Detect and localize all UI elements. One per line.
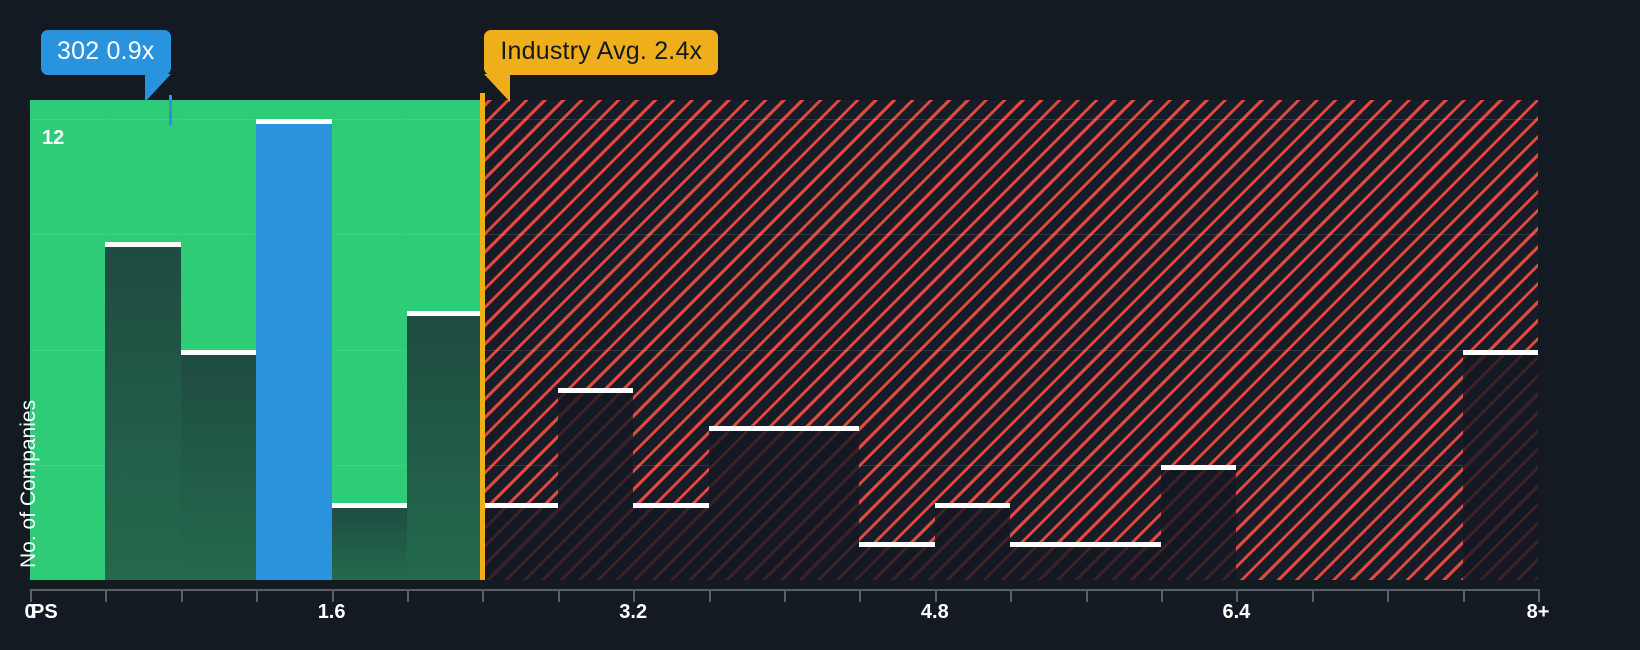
bar-top-cap [633, 503, 709, 509]
bar-body [708, 426, 784, 580]
bar-top-cap [482, 503, 558, 509]
x-axis-tick-label: 4.8 [920, 601, 949, 623]
x-axis-tick-label: 8+ [1526, 601, 1550, 623]
bar-body [180, 349, 257, 580]
bar-body [1010, 541, 1086, 580]
bin-separator [179, 100, 182, 580]
x-axis-tick [1236, 589, 1239, 602]
histogram-bar[interactable] [784, 426, 860, 580]
histogram-bar[interactable] [1161, 464, 1237, 580]
plot-area [30, 100, 1538, 580]
x-axis-tick [708, 589, 711, 602]
histogram-bar[interactable] [1085, 541, 1161, 580]
x-axis-tick [784, 589, 786, 602]
histogram-bar[interactable] [256, 119, 332, 580]
histogram-bar[interactable] [1010, 541, 1086, 580]
bar-body [633, 503, 709, 580]
bar-body [784, 426, 860, 580]
bar-top-cap [1010, 541, 1086, 547]
x-axis-prefix-label: PS [31, 601, 58, 623]
bar-top-cap [331, 503, 407, 509]
histogram-bar[interactable] [708, 426, 784, 580]
x-axis-tick [557, 589, 560, 602]
x-axis-tick [1161, 589, 1163, 602]
x-axis-tick-label: 0 [24, 601, 36, 623]
industry-average-callout[interactable]: Industry Avg. 2.4x [484, 30, 719, 75]
x-axis-tick [331, 589, 334, 602]
bar-top-cap [180, 349, 257, 355]
y-axis-title: No. of Companies [17, 399, 40, 568]
histogram-bar[interactable] [557, 388, 634, 580]
x-axis-tick [180, 589, 183, 602]
bar-top-cap [407, 311, 483, 317]
x-axis-tick [1538, 589, 1540, 602]
bar-body [482, 503, 558, 580]
x-axis-tick-label: 6.4 [1222, 601, 1251, 623]
company-callout[interactable]: 302 0.9x [41, 30, 171, 75]
histogram-bar[interactable] [105, 242, 181, 580]
bar-top-cap [256, 119, 332, 125]
company-callout-stem [169, 95, 172, 126]
x-axis-tick [105, 589, 108, 602]
bar-top-cap [934, 503, 1011, 509]
x-axis-tick [1311, 589, 1314, 602]
x-axis-tick [1085, 589, 1088, 602]
histogram-bar[interactable] [331, 503, 407, 580]
histogram-bar[interactable] [180, 349, 257, 580]
bar-body [859, 541, 935, 580]
histogram-bar[interactable] [407, 311, 483, 580]
bin-separator [330, 100, 333, 580]
bar-top-cap [859, 541, 935, 547]
histogram-bar[interactable] [934, 503, 1011, 580]
bar-top-cap [105, 242, 181, 248]
bar-body [1161, 464, 1237, 580]
histogram-bar[interactable] [482, 503, 558, 580]
x-axis-tick [633, 589, 636, 602]
histogram-bar[interactable] [859, 541, 935, 580]
bar-body [557, 388, 634, 580]
bar-top-cap [1085, 541, 1161, 547]
bar-body [1085, 541, 1161, 580]
x-axis-tick [934, 589, 937, 602]
company-callout-label: 302 0.9x [57, 37, 155, 65]
x-axis-tick [256, 589, 259, 602]
x-axis-tick [482, 589, 485, 602]
x-axis-tick-label: 3.2 [619, 601, 648, 623]
x-axis-tick [859, 589, 862, 602]
industry-average-callout-label: Industry Avg. 2.4x [500, 37, 703, 65]
x-axis-tick [1010, 589, 1013, 602]
overvalued-zone-background [482, 100, 1538, 580]
bar-body [1462, 349, 1538, 580]
bar-body [331, 503, 407, 580]
industry-average-line [480, 93, 486, 580]
x-axis-tick [407, 589, 409, 602]
bar-top-cap [1161, 464, 1237, 470]
x-axis-tick-label: 1.6 [317, 601, 346, 623]
bar-body [256, 119, 332, 580]
industry-average-callout-tail [484, 74, 511, 102]
x-axis-tick [30, 589, 32, 602]
bar-body [407, 311, 483, 580]
y-axis-tick-12: 12 [42, 127, 65, 150]
bar-top-cap [1462, 349, 1538, 355]
company-callout-tail [145, 74, 171, 102]
bar-body [105, 242, 181, 580]
histogram-bar[interactable] [633, 503, 709, 580]
histogram-bar[interactable] [1462, 349, 1538, 580]
bar-top-cap [557, 388, 634, 393]
x-axis-tick [1462, 589, 1465, 602]
bar-top-cap [784, 426, 860, 432]
x-axis-tick [1387, 589, 1390, 602]
bar-top-cap [708, 426, 784, 432]
bar-body [934, 503, 1011, 580]
